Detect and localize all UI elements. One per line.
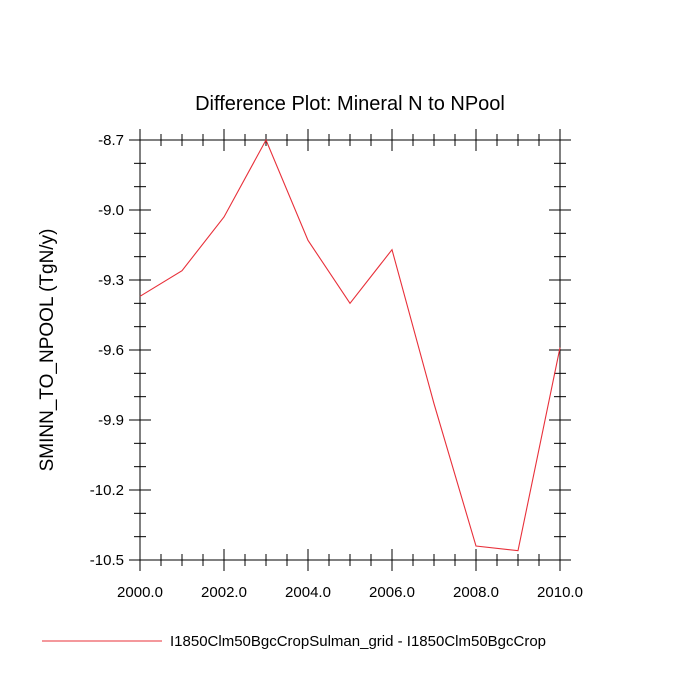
y-tick-label: -9.6 <box>98 342 124 359</box>
y-tick-label: -8.7 <box>98 132 124 149</box>
tick-labels: -8.7 -9.0 -9.3 -9.6 -9.9 -10.2 -10.5 2000.0 2002… <box>90 132 583 601</box>
x-tick-label: 2006.0 <box>369 584 415 601</box>
y-axis-title: SMINN_TO_NPOOL (TgN/y) <box>37 229 58 472</box>
series-line-0 <box>139 138 561 552</box>
x-tick-label: 2008.0 <box>453 584 499 601</box>
axis-ticks <box>129 129 571 571</box>
plot-frame <box>139 139 561 561</box>
y-tick-label: -9.9 <box>98 412 124 429</box>
legend-label: I1850Clm50BgcCropSulman_grid - I1850Clm5… <box>170 633 546 650</box>
legend: I1850Clm50BgcCropSulman_grid - I1850Clm5… <box>42 633 546 650</box>
y-tick-label: -10.2 <box>90 482 124 499</box>
y-tick-label: -10.5 <box>90 552 124 569</box>
x-tick-label: 2004.0 <box>285 584 331 601</box>
y-tick-label: -9.3 <box>98 272 124 289</box>
x-tick-label: 2002.0 <box>201 584 247 601</box>
series-layer <box>139 138 561 552</box>
x-tick-label: 2000.0 <box>117 584 163 601</box>
chart-title: Difference Plot: Mineral N to NPool <box>195 93 505 115</box>
y-axis-title-group: SMINN_TO_NPOOL (TgN/y) <box>37 229 58 472</box>
x-tick-label: 2010.0 <box>537 584 583 601</box>
y-tick-label: -9.0 <box>98 202 124 219</box>
